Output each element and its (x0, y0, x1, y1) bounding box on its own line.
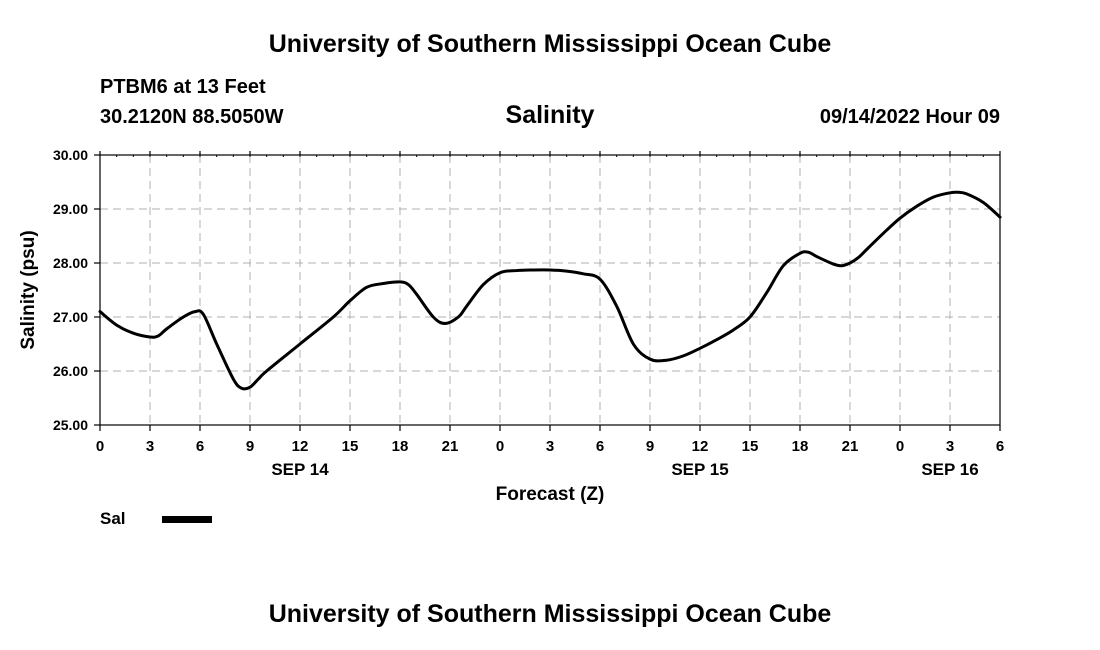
x-tick-label: 6 (596, 438, 604, 455)
x-tick-label: 12 (292, 438, 309, 455)
x-tick-label: 21 (442, 438, 459, 455)
grid-lines (100, 155, 1000, 425)
y-tick-label: 26.00 (53, 363, 88, 379)
x-tick-label: 3 (146, 438, 154, 455)
x-tick-label: 0 (96, 438, 104, 455)
x-tick-label: 6 (196, 438, 204, 455)
x-tick-label: 9 (646, 438, 654, 455)
axis-labels: 0 3 6 9 12 15 18 21 0 3 6 9 12 15 18 21 0 3 6 25.00 26.00 27.… (18, 147, 1004, 505)
x-tick-label: 3 (546, 438, 554, 455)
x-tick-label: 18 (792, 438, 809, 455)
x-tick-label: 6 (996, 438, 1004, 455)
x-tick-label: 3 (946, 438, 954, 455)
date-label: SEP 14 (271, 460, 329, 479)
x-axis-title: Forecast (Z) (496, 484, 605, 505)
x-tick-label: 0 (496, 438, 504, 455)
station-label: PTBM6 at 13 Feet (100, 76, 266, 98)
station-location: 30.2120N 88.5050W (100, 106, 284, 128)
x-tick-label: 12 (692, 438, 709, 455)
legend-swatch (162, 516, 212, 523)
x-tick-label: 21 (842, 438, 859, 455)
x-tick-label: 9 (246, 438, 254, 455)
y-axis-title: Salinity (psu) (18, 230, 39, 349)
y-tick-label: 28.00 (53, 255, 88, 271)
y-tick-label: 27.00 (53, 309, 88, 325)
footer-title: University of Southern Mississippi Ocean… (268, 600, 832, 628)
x-tick-label: 18 (392, 438, 409, 455)
series-line-sal (98, 190, 1002, 391)
y-tick-label: 25.00 (53, 417, 88, 433)
forecast-datetime: 09/14/2022 Hour 09 (819, 106, 1000, 128)
y-tick-label: 30.00 (53, 147, 88, 163)
x-tick-label: 15 (342, 438, 359, 455)
page-title: University of Southern Mississippi Ocean… (268, 30, 832, 58)
date-label: SEP 16 (921, 460, 978, 479)
date-label: SEP 15 (671, 460, 728, 479)
x-tick-label: 0 (896, 438, 904, 455)
legend-label: Sal (100, 509, 126, 528)
x-tick-label: 15 (742, 438, 759, 455)
series-lines (98, 190, 1002, 391)
chart-title: Salinity (505, 101, 595, 129)
axis-ticks (94, 151, 1001, 431)
y-tick-label: 29.00 (53, 201, 88, 217)
